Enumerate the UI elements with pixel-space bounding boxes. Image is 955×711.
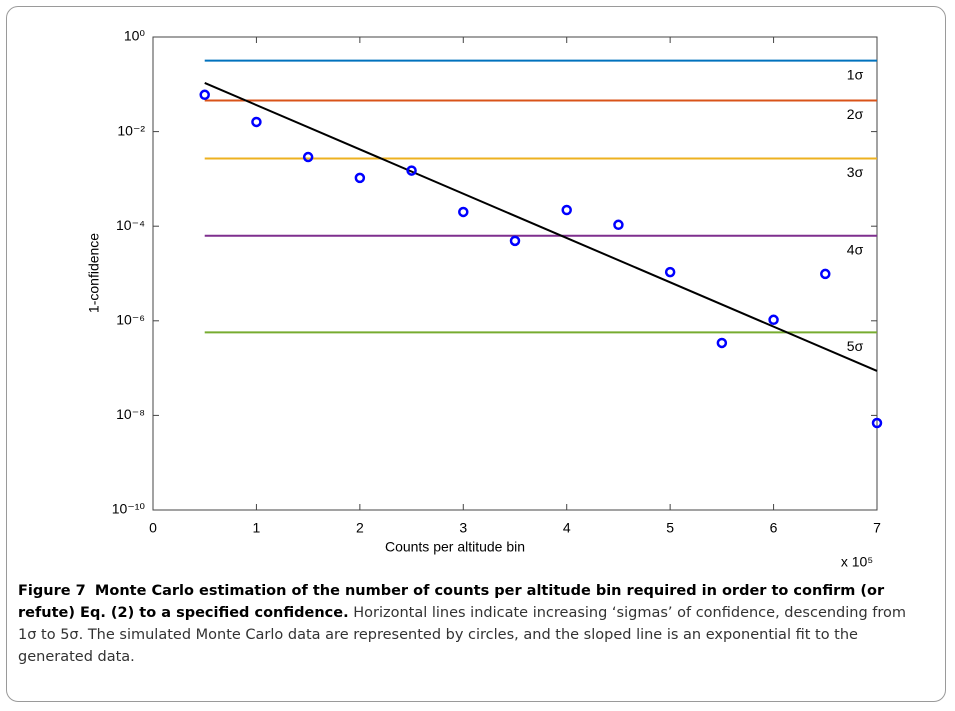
x-axis-label: Counts per altitude bin bbox=[385, 539, 525, 555]
x-tick-label: 1 bbox=[253, 520, 261, 536]
data-point bbox=[613, 219, 624, 231]
series-label: 5σ bbox=[847, 338, 864, 354]
x-tick-label: 6 bbox=[770, 520, 778, 536]
y-tick-label: 10⁻² bbox=[117, 122, 145, 138]
caption-heading: Monte Carlo estimation of the number of … bbox=[18, 583, 885, 621]
data-point bbox=[458, 206, 469, 218]
caption-text: Horizontal lines indicate increasing ‘si… bbox=[18, 605, 907, 665]
y-tick-label: 10⁻⁸ bbox=[116, 406, 145, 422]
chart: Counts per altitude bin x 10⁵ 1-confiden… bbox=[86, 28, 883, 570]
y-axis-label: 1-confidence bbox=[86, 233, 102, 313]
series-label: 2σ bbox=[847, 106, 864, 122]
y-tick-label: 10⁻⁶ bbox=[116, 312, 145, 328]
series-label: 1σ bbox=[847, 66, 864, 82]
x-tick-label: 2 bbox=[356, 520, 364, 536]
x-multiplier: x 10⁵ bbox=[841, 554, 873, 570]
x-tick-label: 0 bbox=[149, 520, 157, 536]
caption-label: Figure 7 bbox=[18, 583, 86, 599]
y-tick-label: 10⁰ bbox=[124, 28, 146, 44]
series-label: 4σ bbox=[847, 241, 864, 257]
caption: Figure 7 Monte Carlo estimation of the n… bbox=[18, 580, 923, 668]
x-tick-label: 7 bbox=[873, 520, 881, 536]
y-tick-label: 10⁻⁴ bbox=[116, 217, 145, 233]
x-tick-label: 4 bbox=[563, 520, 571, 536]
data-point bbox=[820, 268, 831, 280]
data-point bbox=[354, 172, 366, 184]
y-tick-label: 10⁻¹⁰ bbox=[112, 501, 146, 517]
data-point bbox=[199, 89, 210, 101]
data-point bbox=[871, 417, 883, 429]
data-point bbox=[302, 151, 314, 163]
data-point bbox=[406, 165, 417, 176]
x-tick-label: 3 bbox=[459, 520, 467, 536]
data-point bbox=[251, 116, 262, 128]
data-point bbox=[716, 337, 728, 349]
figure-frame bbox=[6, 6, 946, 702]
data-point bbox=[509, 235, 521, 247]
data-point bbox=[768, 314, 779, 326]
series-label: 3σ bbox=[847, 164, 864, 180]
x-tick-label: 5 bbox=[666, 520, 674, 536]
plot-area bbox=[152, 36, 878, 511]
fit-line bbox=[204, 81, 878, 372]
data-point bbox=[664, 266, 676, 278]
data-point bbox=[561, 204, 572, 216]
